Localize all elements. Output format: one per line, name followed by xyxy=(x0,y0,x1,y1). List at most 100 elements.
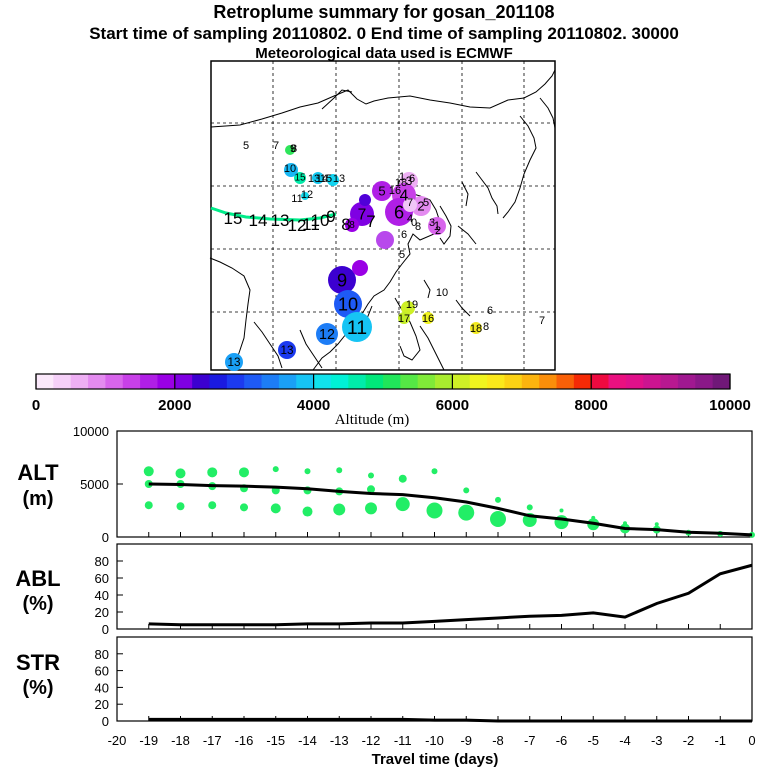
colorbar-cell xyxy=(157,374,176,389)
x-tick-label: -17 xyxy=(203,733,222,748)
abl-ytick-label: 0 xyxy=(102,622,109,637)
x-tick-label: -3 xyxy=(651,733,663,748)
map-day-label: 7 xyxy=(273,140,279,152)
colorbar-cell xyxy=(452,374,471,389)
alt-cluster-point xyxy=(144,501,153,510)
str-ytick-label: 60 xyxy=(95,664,109,679)
x-tick-label: -15 xyxy=(266,733,285,748)
plume-marker xyxy=(470,322,482,334)
abl-axis-name: ABL xyxy=(15,566,60,591)
colorbar-cell xyxy=(365,374,384,389)
colorbar-cell xyxy=(244,374,262,389)
map-day-label: 18 xyxy=(395,177,407,189)
colorbar-tick-label: 2000 xyxy=(158,397,191,414)
abl-axis-unit: (%) xyxy=(22,593,53,615)
colorbar-cell xyxy=(435,374,453,389)
plume-track-line xyxy=(210,206,337,222)
alt-cluster-point xyxy=(495,496,501,503)
plume-circle-label: 5 xyxy=(378,184,385,199)
track-day-label: 13 xyxy=(271,211,290,230)
chart-subtitle: Start time of sampling 20110802. 0 End t… xyxy=(89,24,679,43)
str-series-line xyxy=(148,717,752,723)
x-tick-label: -1 xyxy=(714,733,726,748)
map-day-label: 16 xyxy=(389,185,401,197)
alt-cluster-point xyxy=(304,468,311,475)
map-day-label: 11 xyxy=(291,193,302,205)
alt-ytick-label: 5000 xyxy=(80,477,109,492)
plume-marker xyxy=(312,172,324,184)
plume-circles xyxy=(225,145,482,371)
plume-circle-label: 6 xyxy=(394,202,404,222)
x-tick-label: -12 xyxy=(362,733,381,748)
colorbar-cell xyxy=(521,374,540,389)
x-tick-label: -6 xyxy=(556,733,568,748)
map-day-label: 0 xyxy=(411,217,417,229)
map-day-label: 17 xyxy=(398,313,410,325)
chart-title: Retroplume summary for gosan_201108 xyxy=(213,2,555,22)
alt-cluster-point xyxy=(333,503,346,516)
str-ytick-label: 80 xyxy=(95,647,109,662)
map-day-label: 12 xyxy=(301,189,313,201)
x-tick-label: 0 xyxy=(748,733,755,748)
map-day-label: 6 xyxy=(409,173,415,185)
coastlines xyxy=(209,69,556,371)
plume-circle xyxy=(316,323,338,345)
colorbar-cell xyxy=(70,374,89,389)
abl-ytick-label: 20 xyxy=(95,605,109,620)
str-ytick-label: 0 xyxy=(102,714,109,729)
plume-circle-label: 3 xyxy=(406,175,413,188)
x-tick-label: -13 xyxy=(330,733,349,748)
abl-series-line xyxy=(148,563,753,627)
alt-cluster-point xyxy=(591,515,596,520)
met-data-note: Meteorological data used is ECMWF xyxy=(255,45,513,62)
alt-cluster-point xyxy=(431,468,438,475)
map-day-label: 10 xyxy=(436,287,448,299)
colorbar-cell xyxy=(712,374,731,389)
track-day-label: 14 xyxy=(249,211,268,230)
str-ytick-label: 20 xyxy=(95,697,109,712)
colorbar-cell xyxy=(226,374,245,389)
colorbar-cell xyxy=(140,374,158,389)
alt-cluster-point xyxy=(176,502,185,511)
alt-cluster-point xyxy=(365,502,377,515)
colorbar-cell xyxy=(105,374,124,389)
plume-circle-label: 10 xyxy=(338,294,358,314)
plume-circle xyxy=(428,217,446,235)
colorbar-cell xyxy=(209,374,228,389)
plume-marker xyxy=(398,312,410,324)
colorbar-cell xyxy=(660,374,679,389)
track-day-label: 7 xyxy=(366,212,375,231)
alt-cluster-point xyxy=(368,472,374,479)
plume-circle xyxy=(225,353,243,371)
colorbar-cell xyxy=(122,374,141,389)
alt-cluster-point xyxy=(240,503,248,512)
track-day-label: 12 xyxy=(288,216,307,235)
alt-series-line xyxy=(148,482,753,537)
x-axis-label: Travel time (days) xyxy=(372,751,499,768)
colorbar-cell xyxy=(539,374,557,389)
map-frame xyxy=(210,60,556,371)
altitude-colorbar: 0 2000 4000 6000 8000 10000 Altitude (m) xyxy=(32,373,751,428)
colorbar-cell xyxy=(400,374,419,389)
colorbar-cell xyxy=(261,374,280,389)
alt-axis-name: ALT xyxy=(17,460,59,485)
track-day-label: 11 xyxy=(302,215,320,234)
plume-marker xyxy=(403,198,417,212)
plume-marker xyxy=(376,231,394,249)
plume-circle-label: 13 xyxy=(227,356,240,369)
alt-cluster-point xyxy=(207,467,218,478)
plume-marker xyxy=(284,163,298,177)
plume-circle-label: 1 xyxy=(434,220,441,233)
plume-circle-label: 2 xyxy=(417,199,424,214)
track-day-label: 9 xyxy=(326,207,335,226)
alt-cluster-point xyxy=(270,503,281,514)
colorbar-cell xyxy=(348,374,367,389)
plume-circle xyxy=(294,172,306,184)
str-panel-frame xyxy=(116,636,753,722)
colorbar-cell xyxy=(556,374,575,389)
colorbar-cell xyxy=(504,374,523,389)
colorbar-cell xyxy=(192,374,210,389)
